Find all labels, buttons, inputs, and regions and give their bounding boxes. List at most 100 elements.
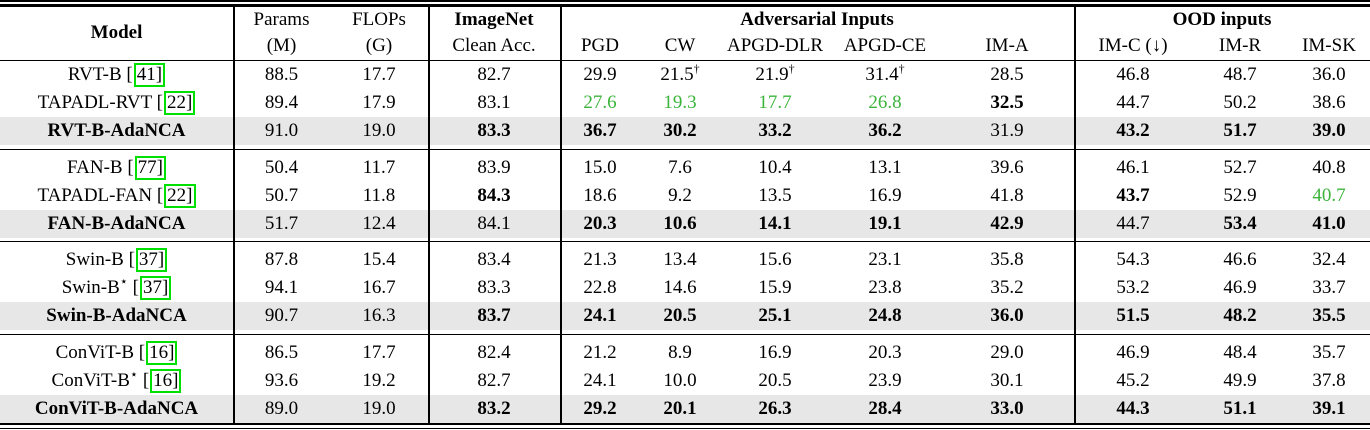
value-cell: 89.0	[233, 395, 330, 423]
value-cell: 8.9	[640, 339, 720, 367]
cell-value: 26.8	[868, 92, 902, 113]
citation-link[interactable]: 37]	[139, 276, 172, 300]
value-cell: 19.3	[640, 89, 720, 117]
cell-value: 50.4	[264, 156, 299, 178]
cell-value: 82.7	[477, 369, 511, 391]
value-cell: 14.1	[720, 210, 830, 238]
cell-value: 50.2	[1223, 92, 1257, 113]
citation-link[interactable]: 37]	[135, 248, 168, 272]
citation-link[interactable]: 22]	[164, 183, 196, 208]
value-cell: 33.7	[1288, 274, 1370, 302]
value-cell: 39.1	[1288, 395, 1370, 423]
dagger-superscript: †	[788, 61, 795, 76]
value-cell: 14.6	[640, 274, 720, 302]
cell-value: 37.8	[1312, 369, 1346, 391]
value-cell: 36.2	[830, 117, 940, 145]
cell-value: 9.2	[668, 184, 692, 206]
value-cell: 24.1	[560, 302, 640, 330]
value-cell: 54.3	[1074, 246, 1192, 274]
cell-value: 46.8	[1116, 64, 1150, 85]
value-cell: 15.4	[330, 246, 428, 274]
cell-value: 19.1	[868, 212, 902, 234]
cell-value: 21.2	[583, 341, 617, 363]
value-cell: 39.6	[940, 154, 1074, 182]
value-cell: 10.0	[640, 367, 720, 395]
cell-value: 32.5	[990, 92, 1024, 113]
cell-value: 17.7	[362, 341, 396, 363]
value-cell: 23.1	[830, 246, 940, 274]
cell-value: 45.2	[1116, 369, 1150, 391]
value-cell: 33.0	[940, 395, 1074, 423]
table-header: Model Params (M) FLOPs (G) ImageNet Clea…	[0, 7, 1370, 60]
model-cell: RVT-B-AdaNCA	[0, 117, 233, 145]
value-cell: 16.9	[720, 339, 830, 367]
model-name: RVT-B-AdaNCA	[47, 120, 186, 141]
value-cell: 20.3	[560, 210, 640, 238]
value-cell: 31.4†	[830, 61, 940, 89]
cell-value: 11.8	[362, 184, 396, 206]
value-cell: 21.5†	[640, 61, 720, 89]
value-cell: 17.7	[330, 339, 428, 367]
value-cell: 51.7	[233, 210, 330, 238]
cell-value: 20.3	[583, 212, 617, 234]
value-cell: 43.2	[1074, 117, 1192, 145]
model-name: Swin-B	[65, 249, 124, 270]
model-cell: ConViT-B [16]	[0, 339, 233, 367]
cell-value: 24.1	[583, 305, 617, 326]
value-cell: 90.7	[233, 302, 330, 330]
value-cell: 84.1	[428, 210, 560, 238]
cell-value: 10.6	[663, 212, 697, 234]
cell-value: 23.1	[868, 249, 902, 270]
model-name: Swin-B	[61, 277, 120, 298]
cell-value: 83.7	[477, 305, 511, 326]
cell-value: 84.3	[477, 184, 511, 206]
model-cell: Swin-B-AdaNCA	[0, 302, 233, 330]
cell-value: 84.1	[477, 212, 511, 234]
table-row: Swin-B [37] 87.8 15.4 83.4 21.3 13.4 15.6 23.1 3…	[0, 246, 1370, 274]
cell-value: 39.6	[990, 156, 1024, 178]
cell-value: 82.7	[477, 64, 511, 85]
column-header-im-a: IM-A	[985, 34, 1029, 56]
cell-value: 48.4	[1223, 341, 1257, 363]
cell-value: 35.5	[1312, 305, 1346, 326]
value-cell: 17.7	[330, 61, 428, 89]
cell-value: 36.7	[583, 120, 617, 141]
value-cell: 26.8	[830, 89, 940, 117]
value-cell: 83.3	[428, 117, 560, 145]
cell-value: 44.7	[1116, 92, 1150, 113]
column-header-cw: CW	[664, 34, 696, 56]
cell-value: 39.1	[1312, 397, 1346, 419]
value-cell: 26.3	[720, 395, 830, 423]
cell-value: 83.3	[477, 120, 511, 141]
column-header-model: Model	[0, 7, 233, 60]
value-cell: 29.2	[560, 395, 640, 423]
model-cell: RVT-B [41]	[0, 61, 233, 89]
citation-link[interactable]: 41]	[133, 63, 166, 87]
citation-link[interactable]: 22]	[163, 91, 196, 115]
cell-value: 89.0	[264, 397, 299, 419]
value-cell: 83.1	[428, 89, 560, 117]
dagger-superscript: †	[693, 61, 700, 76]
citation-link[interactable]: 16]	[146, 340, 178, 365]
ood-inputs-label: OOD inputs	[1172, 8, 1272, 30]
value-cell: 52.7	[1192, 154, 1288, 182]
citation-link[interactable]: 77]	[134, 155, 166, 180]
value-cell: 13.1	[830, 154, 940, 182]
value-cell: 87.8	[233, 246, 330, 274]
value-cell: 16.7	[330, 274, 428, 302]
cell-value: 90.7	[264, 305, 299, 326]
cell-value: 35.2	[990, 277, 1024, 298]
cell-value: 33.2	[758, 120, 792, 141]
model-cell: ConViT-B⋆ [16]	[0, 367, 233, 395]
column-header-pgd: PGD	[580, 34, 619, 56]
model-cell: FAN-B [77]	[0, 154, 233, 182]
citation-link[interactable]: 16]	[150, 368, 182, 393]
cell-value: 19.2	[362, 369, 396, 391]
cell-value: 91.0	[264, 120, 299, 141]
value-cell: 13.5	[720, 182, 830, 210]
cell-value: 10.0	[663, 369, 697, 391]
value-cell: 20.5	[640, 302, 720, 330]
cell-value: 14.6	[663, 277, 697, 298]
cell-value: 13.4	[663, 249, 697, 270]
